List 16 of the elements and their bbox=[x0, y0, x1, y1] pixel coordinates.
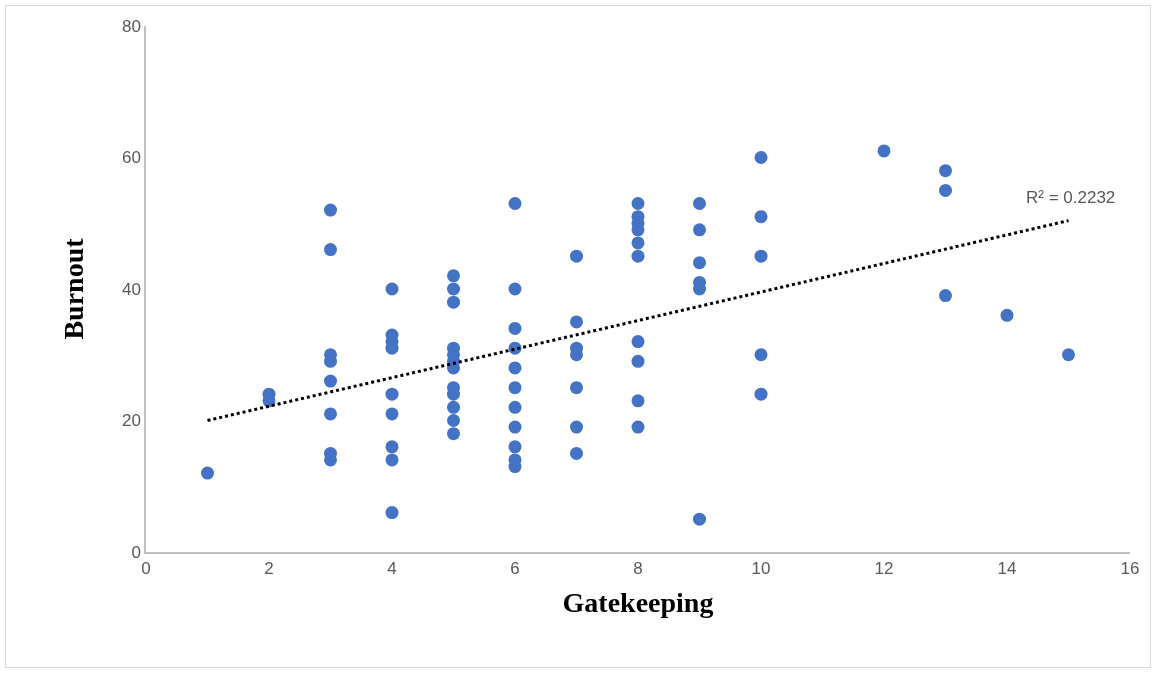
x-tick-label: 6 bbox=[510, 559, 520, 579]
x-tick-label: 16 bbox=[1120, 559, 1140, 579]
y-tick-label: 80 bbox=[121, 16, 141, 36]
y-tick-label: 40 bbox=[121, 279, 141, 299]
y-tick-label: 0 bbox=[131, 542, 141, 562]
x-tick-label: 12 bbox=[874, 559, 894, 579]
x-tick-label: 10 bbox=[751, 559, 771, 579]
x-tick-label: 2 bbox=[264, 559, 274, 579]
y-tick-label: 60 bbox=[121, 148, 141, 168]
y-tick-label: 20 bbox=[121, 411, 141, 431]
x-axis-title: Gatekeeping bbox=[562, 586, 714, 618]
x-tick-label: 8 bbox=[633, 559, 643, 579]
x-tick-label: 14 bbox=[997, 559, 1017, 579]
annotation: R² = 0.2232 bbox=[1026, 188, 1116, 207]
x-tick-label: 4 bbox=[387, 559, 397, 579]
y-axis-title: Burnout bbox=[58, 237, 90, 340]
